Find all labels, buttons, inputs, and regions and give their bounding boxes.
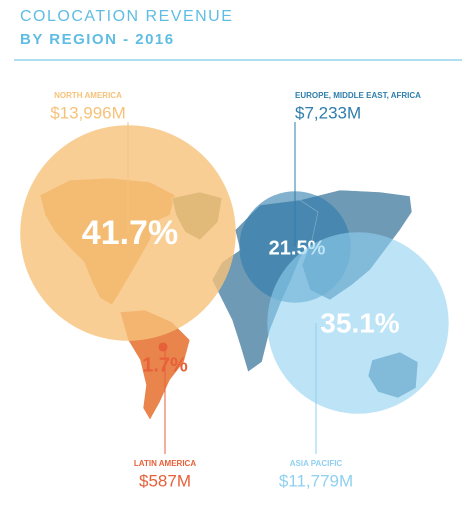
region-bubble xyxy=(267,232,449,414)
bubbles: NORTH AMERICA $13,996M 41.7% EUROPE, MIDDLE… xyxy=(20,91,449,490)
region-name: EUROPE, MIDDLE EAST, AFRICA xyxy=(295,91,421,100)
region-revenue: $7,233M xyxy=(295,103,361,122)
region-revenue: $11,779M xyxy=(279,471,353,490)
share-label: 35.1% xyxy=(320,307,399,338)
region-revenue: $13,996M xyxy=(50,103,126,122)
chart-title: COLOCATION REVENUE xyxy=(20,8,233,25)
region-name: ASIA PACIFIC xyxy=(290,459,343,468)
region-revenue: $587M xyxy=(139,471,191,490)
share-label: 41.7% xyxy=(82,214,178,252)
chart-subtitle: BY REGION - 2016 xyxy=(20,31,175,48)
region-name: NORTH AMERICA xyxy=(54,91,122,100)
share-label: 1.7% xyxy=(142,354,188,376)
region-bubble xyxy=(158,342,168,352)
region-name: LATIN AMERICA xyxy=(134,459,196,468)
